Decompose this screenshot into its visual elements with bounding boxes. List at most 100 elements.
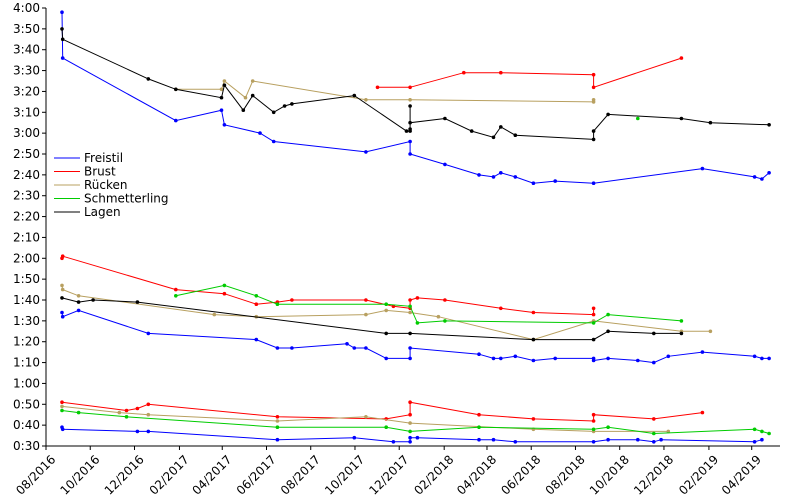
- x-tick-label: 10/2017: [322, 452, 367, 497]
- data-point: [636, 437, 640, 442]
- data-point: [243, 95, 248, 100]
- y-tick-label: 2:40: [13, 168, 40, 182]
- data-point: [591, 321, 596, 325]
- data-point: [415, 296, 420, 300]
- data-point: [636, 116, 640, 121]
- data-point: [408, 120, 412, 125]
- data-point: [345, 342, 349, 346]
- data-point: [652, 360, 656, 365]
- data-point: [271, 139, 276, 144]
- y-tick-label: 1:00: [13, 376, 40, 390]
- data-point: [408, 139, 412, 144]
- data-point: [591, 129, 596, 133]
- data-point: [499, 125, 503, 129]
- data-point: [352, 435, 357, 440]
- data-point: [679, 319, 684, 323]
- data-point: [174, 87, 178, 92]
- data-point: [222, 283, 227, 288]
- data-point: [364, 98, 368, 102]
- data-point: [652, 331, 656, 336]
- data-point: [146, 429, 151, 434]
- data-point: [364, 415, 368, 419]
- x-tick-label: 12/2017: [366, 452, 411, 497]
- data-point: [60, 404, 64, 409]
- data-point: [60, 287, 65, 292]
- data-point: [666, 429, 671, 434]
- data-point: [275, 425, 280, 430]
- x-tick-label: 04/2018: [454, 452, 499, 497]
- data-point: [146, 77, 151, 81]
- data-point: [222, 291, 227, 296]
- legend-label: Brust: [84, 165, 116, 179]
- data-point: [591, 85, 596, 90]
- x-tick-label: 10/2018: [587, 452, 632, 497]
- data-point: [752, 440, 757, 444]
- data-point: [591, 306, 596, 311]
- x-tick-label: 10/2016: [57, 452, 102, 497]
- data-point: [60, 254, 65, 258]
- data-point: [499, 171, 503, 175]
- data-point: [760, 177, 764, 181]
- data-point: [591, 419, 596, 423]
- series-line: [61, 427, 763, 443]
- series-line: [61, 410, 770, 435]
- series-line: [61, 12, 770, 184]
- data-point: [258, 131, 262, 135]
- y-tick-label: 2:00: [13, 251, 40, 265]
- data-point: [443, 116, 447, 121]
- data-point: [513, 133, 518, 137]
- data-point: [76, 410, 81, 415]
- y-tick-label: 0:50: [13, 397, 40, 411]
- data-point: [408, 421, 412, 425]
- data-point: [408, 152, 412, 156]
- data-point: [275, 419, 280, 423]
- data-point: [408, 435, 412, 440]
- data-point: [275, 346, 280, 350]
- data-point: [408, 400, 412, 405]
- data-point: [275, 415, 280, 419]
- data-point: [408, 104, 412, 108]
- data-point: [606, 437, 610, 442]
- data-point: [124, 408, 129, 413]
- data-point: [219, 95, 224, 100]
- y-tick-label: 4:00: [13, 1, 40, 15]
- series-line: [377, 57, 682, 88]
- data-point: [591, 98, 596, 102]
- data-point: [513, 440, 518, 444]
- series-freistil: [60, 10, 771, 444]
- data-point: [531, 337, 536, 342]
- data-point: [212, 312, 217, 317]
- data-point: [767, 356, 771, 361]
- data-point: [443, 319, 447, 323]
- data-point: [384, 302, 389, 307]
- data-point: [60, 427, 65, 432]
- data-point: [408, 356, 412, 361]
- data-point: [606, 356, 610, 361]
- data-point: [408, 429, 412, 434]
- data-point: [679, 116, 684, 121]
- data-point: [135, 406, 140, 411]
- data-point: [76, 300, 81, 304]
- data-point: [477, 412, 481, 417]
- data-point: [250, 79, 255, 83]
- data-point: [652, 440, 656, 444]
- data-point: [222, 123, 227, 127]
- y-tick-label: 2:10: [13, 230, 40, 244]
- data-point: [384, 425, 389, 430]
- data-point: [659, 437, 663, 442]
- data-point: [117, 410, 122, 415]
- data-point: [135, 429, 140, 434]
- series-line: [175, 284, 682, 324]
- x-tick-label: 08/2016: [13, 452, 58, 497]
- x-tick-label: 04/2019: [719, 452, 764, 497]
- data-point: [666, 354, 671, 359]
- data-point: [491, 175, 496, 179]
- series-brust: [60, 56, 705, 423]
- data-point: [591, 72, 596, 77]
- data-point: [443, 162, 447, 167]
- data-point: [408, 304, 412, 309]
- data-point: [174, 287, 178, 292]
- series-line: [175, 80, 595, 103]
